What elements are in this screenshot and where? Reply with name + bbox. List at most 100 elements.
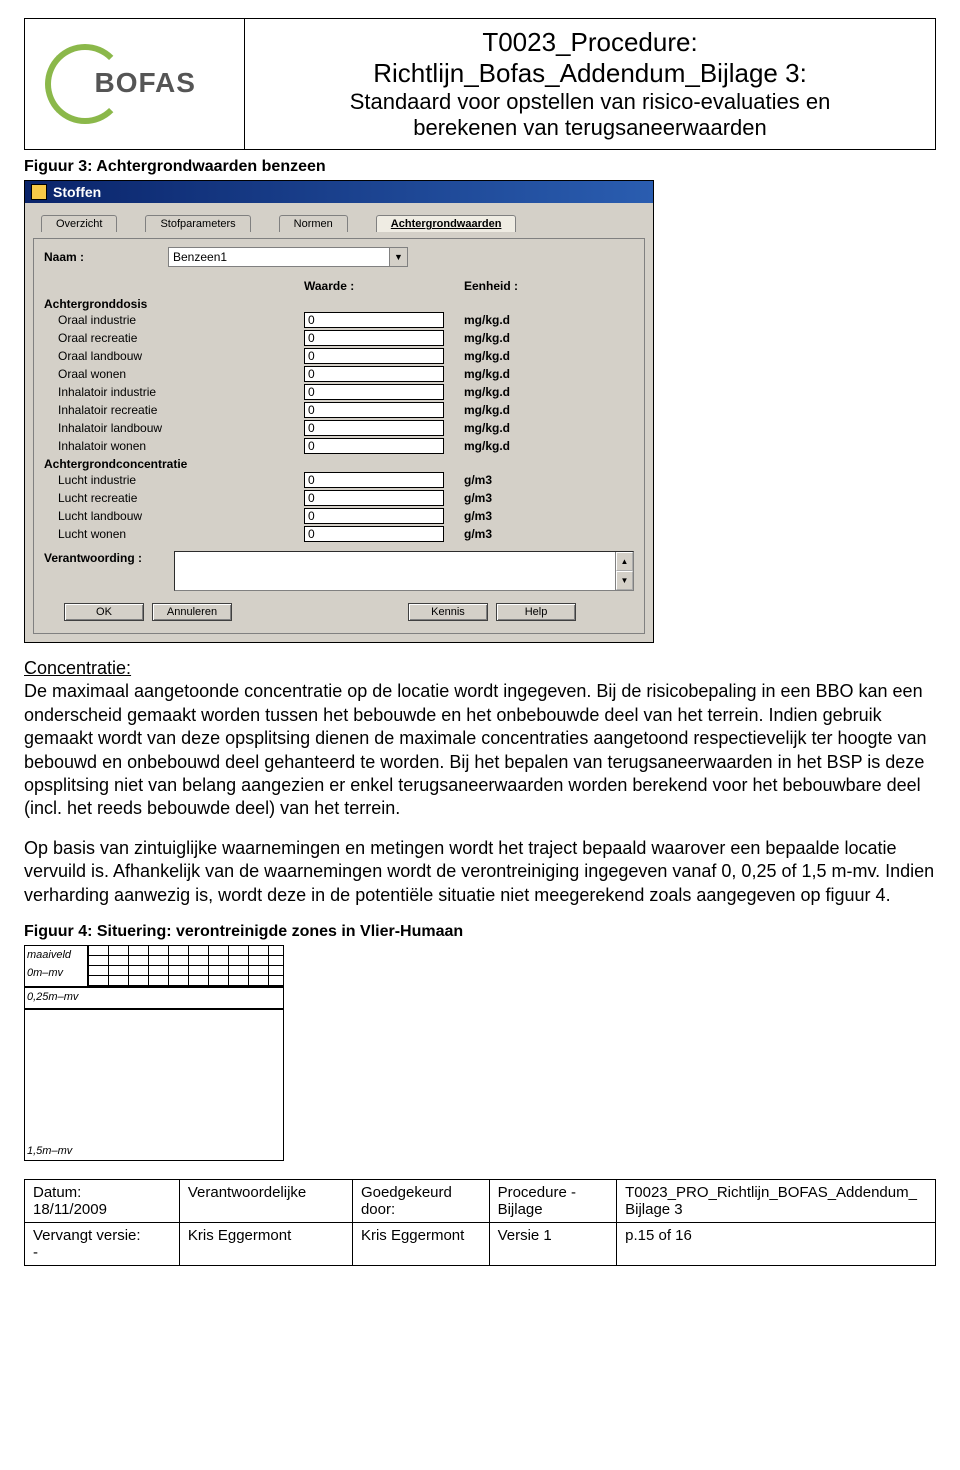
dialog-title: Stoffen <box>53 184 101 200</box>
group-achtergrondconcentratie: Achtergrondconcentratie <box>44 457 634 471</box>
data-row: Oraal wonenmg/kg.d <box>44 365 634 383</box>
naam-input[interactable] <box>169 248 389 266</box>
row-label: Oraal industrie <box>44 313 304 327</box>
row-value-input[interactable] <box>304 472 444 488</box>
data-row: Lucht wonen g/m3 <box>44 525 634 543</box>
row-label: Oraal recreatie <box>44 331 304 345</box>
tab-stofparameters[interactable]: Stofparameters <box>145 215 250 232</box>
bofas-logo: BOFAS <box>45 39 225 129</box>
footer-docid-1: T0023_PRO_Richtlijn_BOFAS_Addendum_ <box>625 1184 917 1201</box>
figure4-diagram: maaiveld 0m–mv 0,25m–mv 1,5m–mv <box>24 945 284 1161</box>
footer-vervangt-2: - <box>33 1244 38 1261</box>
data-row: Inhalatoir recreatie mg/kg.d <box>44 401 634 419</box>
tab-achtergrondwaarden[interactable]: Achtergrondwaarden <box>376 215 517 232</box>
data-row: Lucht landbouw g/m3 <box>44 507 634 525</box>
data-row: Inhalatoir landbouwmg/kg.d <box>44 419 634 437</box>
kennis-button[interactable]: Kennis <box>408 603 488 621</box>
row-unit: g/m3 <box>444 491 564 505</box>
data-row: Inhalatoir wonenmg/kg.d <box>44 437 634 455</box>
row-value-input[interactable] <box>304 508 444 524</box>
column-headers: Waarde : Eenheid : <box>44 277 634 295</box>
group-achtergronddosis: Achtergronddosis <box>44 297 634 311</box>
footer-goedgekeurd-1: Goedgekeurd <box>361 1184 452 1201</box>
data-row: Oraal industrie mg/kg.d <box>44 311 634 329</box>
row-unit: mg/kg.d <box>444 331 564 345</box>
row-value-input[interactable] <box>304 366 444 382</box>
concentratie-heading: Concentratie: <box>24 658 131 678</box>
footer-page: p.15 of 16 <box>617 1222 936 1265</box>
row-unit: g/m3 <box>444 473 564 487</box>
figure3-caption: Figuur 3: Achtergrondwaarden benzeen <box>24 158 936 176</box>
button-row: OK Annuleren Kennis Help <box>44 603 634 621</box>
footer-goedgekeurd-2: door: <box>361 1201 395 1218</box>
tab-strip: Overzicht Stofparameters Normen Achtergr… <box>33 211 645 238</box>
row-value-input[interactable] <box>304 348 444 364</box>
verantwoording-label: Verantwoording : <box>44 551 164 565</box>
verantwoording-textarea[interactable] <box>175 552 615 590</box>
tab-normen[interactable]: Normen <box>279 215 348 232</box>
data-row: Oraal landbouw mg/kg.d <box>44 347 634 365</box>
dialog-panel: Naam : ▼ Waarde : Eenheid : Achtergrondd… <box>33 238 645 634</box>
footer-row-2: Vervangt versie: - Kris Eggermont Kris E… <box>25 1222 936 1265</box>
row-label: Lucht wonen <box>44 527 304 541</box>
cancel-button[interactable]: Annuleren <box>152 603 232 621</box>
dialog-icon <box>31 184 47 200</box>
row-value-input[interactable] <box>304 490 444 506</box>
header-eenheid: Eenheid : <box>464 279 584 293</box>
row-value-input[interactable] <box>304 438 444 454</box>
row-label: Oraal wonen <box>44 367 304 381</box>
tab-overzicht[interactable]: Overzicht <box>41 215 117 232</box>
row-label: Lucht landbouw <box>44 509 304 523</box>
stoffen-dialog: Stoffen Overzicht Stofparameters Normen … <box>24 180 654 643</box>
data-row: Inhalatoir industrie mg/kg.d <box>44 383 634 401</box>
row-value-input[interactable] <box>304 420 444 436</box>
footer-table: Datum: 18/11/2009 Verantwoordelijke Goed… <box>24 1179 936 1266</box>
row-value-input[interactable] <box>304 384 444 400</box>
row-unit: mg/kg.d <box>444 385 564 399</box>
row-label: Lucht industrie <box>44 473 304 487</box>
fig4-label-025: 0,25m–mv <box>25 988 87 1008</box>
footer-procedure-2: Bijlage <box>498 1201 543 1218</box>
footer-row-1: Datum: 18/11/2009 Verantwoordelijke Goed… <box>25 1179 936 1222</box>
data-row: Lucht recreatieg/m3 <box>44 489 634 507</box>
scrollbar: ▲ ▼ <box>615 552 633 590</box>
ok-button[interactable]: OK <box>64 603 144 621</box>
data-row: Lucht industrie g/m3 <box>44 471 634 489</box>
row-label: Inhalatoir landbouw <box>44 421 304 435</box>
scroll-up-icon[interactable]: ▲ <box>616 552 633 571</box>
row-label: Oraal landbouw <box>44 349 304 363</box>
dialog-titlebar: Stoffen <box>25 181 653 203</box>
row-unit: g/m3 <box>444 509 564 523</box>
footer-vervangt-1: Vervangt versie: <box>33 1227 141 1244</box>
row-unit: mg/kg.d <box>444 403 564 417</box>
help-button[interactable]: Help <box>496 603 576 621</box>
fig4-label-maaiveld: maaiveld <box>25 946 87 964</box>
combo-dropdown-icon[interactable]: ▼ <box>389 248 407 266</box>
footer-docid-2: Bijlage 3 <box>625 1201 683 1218</box>
row-unit: mg/kg.d <box>444 349 564 363</box>
fig4-label-15: 1,5m–mv <box>25 1010 87 1160</box>
title-line-3: Standaard voor opstellen van risico-eval… <box>255 89 925 115</box>
row-unit: mg/kg.d <box>444 313 564 327</box>
row-value-input[interactable] <box>304 330 444 346</box>
logo-cell: BOFAS <box>25 19 245 149</box>
verantwoording-box: ▲ ▼ <box>174 551 634 591</box>
footer-datum-label: Datum: <box>33 1184 81 1201</box>
paragraph-2: Op basis van zintuiglijke waarnemingen e… <box>24 837 936 907</box>
data-row: Oraal recreatie mg/kg.d <box>44 329 634 347</box>
naam-combo[interactable]: ▼ <box>168 247 408 267</box>
logo-text: BOFAS <box>95 67 196 99</box>
row-label: Inhalatoir wonen <box>44 439 304 453</box>
row-label: Inhalatoir recreatie <box>44 403 304 417</box>
row-value-input[interactable] <box>304 312 444 328</box>
footer-verantwoordelijke: Verantwoordelijke <box>179 1179 352 1222</box>
row-unit: g/m3 <box>444 527 564 541</box>
fig4-label-0m: 0m–mv <box>25 964 87 982</box>
row-label: Inhalatoir industrie <box>44 385 304 399</box>
title-line-2: Richtlijn_Bofas_Addendum_Bijlage 3: <box>255 58 925 89</box>
row-value-input[interactable] <box>304 526 444 542</box>
row-value-input[interactable] <box>304 402 444 418</box>
body-text: Concentratie: De maximaal aangetoonde co… <box>24 657 936 907</box>
scroll-down-icon[interactable]: ▼ <box>616 571 633 590</box>
footer-procedure-1: Procedure - <box>498 1184 576 1201</box>
